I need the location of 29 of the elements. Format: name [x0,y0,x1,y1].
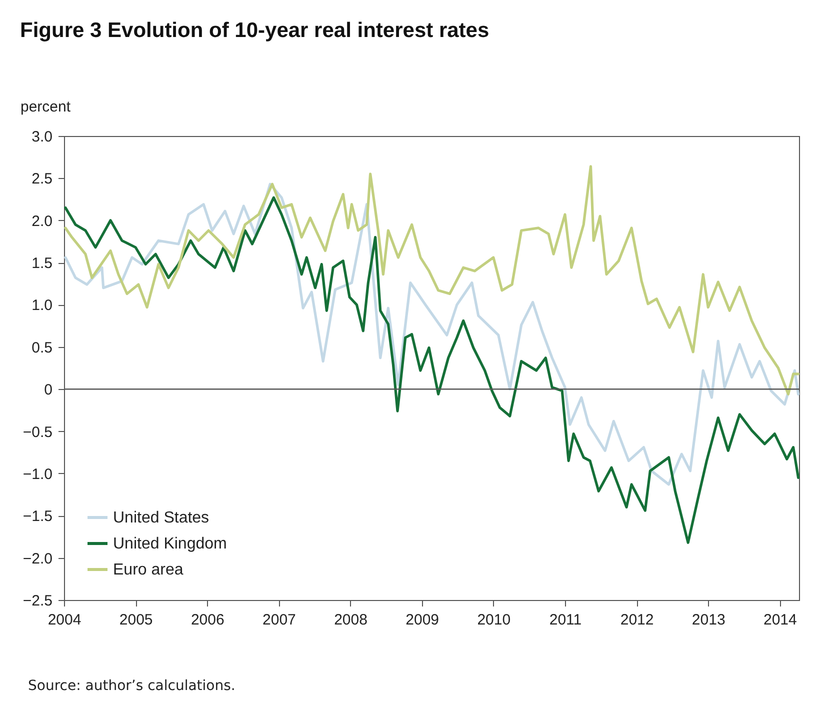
x-tick-label: 2011 [549,612,582,628]
y-tick-label: 0.5 [32,339,52,356]
x-tick-label: 2012 [620,612,654,628]
source-note: Source: author’s calculations. [28,678,236,694]
y-tick-label: 2.5 [32,170,52,188]
x-tick-label: 2014 [763,612,797,628]
y-tick-label: 1.0 [32,297,52,314]
y-tick-label: −1.0 [22,466,52,483]
legend-label: United States [113,510,210,526]
x-tick-label: 2008 [334,612,368,628]
y-tick-label: −2.0 [22,550,52,568]
y-tick-label: 1.5 [32,255,52,272]
x-tick-label: 2007 [262,612,296,628]
x-tick-label: 2004 [48,612,82,628]
x-tick-label: 2005 [119,612,153,628]
y-tick-label: −1.5 [22,508,52,526]
y-tick-label: −0.5 [22,424,52,441]
y-tick-label: −2.5 [22,592,52,610]
y-tick-label: 2.0 [32,212,52,230]
x-tick-label: 2006 [190,612,224,628]
x-tick-label: 2010 [477,612,511,628]
legend-label: United Kingdom [113,536,227,552]
x-tick-label: 2013 [692,612,726,628]
chart-title: Figure 3 Evolution of 10-year real interest rates [20,19,490,42]
y-tick-label: 3.0 [32,128,52,146]
y-axis-title: percent [20,98,72,116]
y-tick-label: 0 [44,382,52,399]
legend-label: Euro area [113,562,184,578]
x-tick-label: 2009 [406,612,440,628]
